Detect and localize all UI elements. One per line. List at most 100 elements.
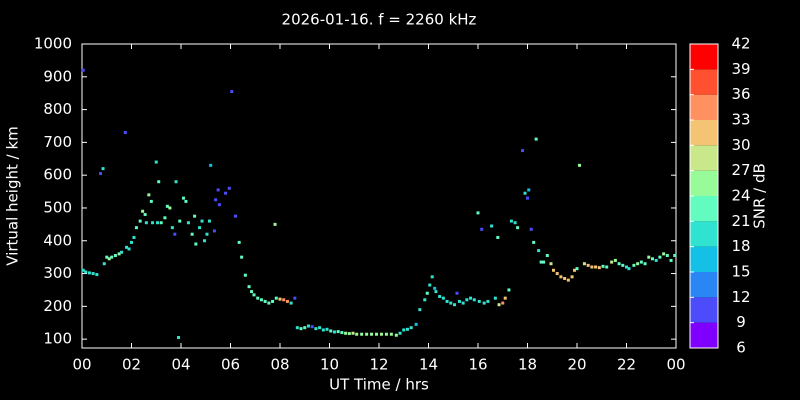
data-point (289, 301, 293, 305)
plot-frame (81, 43, 677, 349)
data-point (650, 257, 654, 261)
data-point (465, 298, 469, 302)
data-point (639, 260, 643, 264)
data-point (310, 325, 314, 329)
data-point (493, 296, 497, 300)
data-point (250, 290, 254, 294)
data-point (654, 258, 658, 262)
data-point (379, 332, 383, 336)
data-point (516, 226, 520, 230)
colorbar-band (690, 246, 718, 272)
data-point (669, 258, 673, 262)
data-point (263, 299, 267, 303)
data-point (190, 232, 194, 236)
data-point (643, 262, 647, 266)
data-point (438, 295, 442, 299)
data-point (496, 235, 500, 239)
data-point (143, 213, 147, 217)
data-point (321, 328, 325, 332)
data-point (173, 232, 177, 236)
y-tick-label: 900 (43, 67, 72, 85)
data-point (529, 227, 533, 231)
data-point (295, 326, 299, 330)
data-point (340, 331, 344, 335)
data-point (198, 226, 202, 230)
data-point (398, 331, 402, 335)
data-point (247, 285, 251, 289)
data-point (186, 221, 190, 225)
data-point (256, 296, 260, 300)
data-point (181, 196, 185, 200)
data-point (230, 90, 234, 94)
colorbar-tick-label: 27 (731, 161, 750, 179)
data-point (549, 262, 553, 266)
data-point (365, 332, 369, 336)
data-point (240, 255, 244, 259)
colorbar-tick-label: 24 (731, 187, 750, 205)
colorbar-tick-label: 21 (731, 212, 750, 230)
data-point (214, 198, 218, 202)
data-point (120, 250, 124, 254)
x-tick-label: 14 (419, 356, 438, 374)
data-point (170, 226, 174, 230)
data-point (469, 296, 473, 300)
data-point (336, 330, 340, 334)
data-point (534, 137, 538, 141)
data-point (306, 324, 310, 328)
x-tick-label: 04 (171, 356, 190, 374)
data-point (360, 332, 364, 336)
data-point (542, 260, 546, 264)
data-point (233, 214, 237, 218)
data-point (174, 180, 178, 184)
data-point (617, 262, 621, 266)
data-point (472, 298, 476, 302)
data-point (216, 188, 220, 192)
data-point (658, 255, 662, 259)
data-point (314, 327, 318, 331)
colorbar-tick-label: 6 (736, 339, 746, 357)
colorbar-tick-label: 42 (731, 35, 750, 53)
data-point (476, 211, 480, 215)
data-point (318, 326, 322, 330)
data-point (409, 326, 413, 330)
colorbar-band (690, 272, 718, 298)
data-point (445, 299, 449, 303)
data-point (178, 219, 182, 223)
data-point (123, 131, 127, 135)
data-point (138, 219, 142, 223)
data-point (224, 191, 228, 195)
data-point (110, 255, 114, 259)
colorbar-tick-label: 36 (731, 85, 750, 103)
data-point (457, 299, 461, 303)
data-point (497, 303, 501, 307)
data-point (477, 299, 481, 303)
data-point (405, 327, 409, 331)
y-tick-label: 800 (43, 100, 72, 118)
data-point (665, 254, 669, 258)
data-point (563, 276, 567, 280)
data-point (117, 252, 121, 256)
data-point (355, 332, 359, 336)
x-tick-label: 16 (468, 356, 487, 374)
data-point (132, 235, 136, 239)
data-point (299, 327, 303, 331)
colorbar-tick-label: 12 (731, 288, 750, 306)
data-point (601, 264, 605, 268)
x-axis-label: UT Time / hrs (329, 376, 429, 394)
x-tick-label: 10 (320, 356, 339, 374)
data-point (503, 296, 507, 300)
x-tick-label: 08 (270, 356, 289, 374)
data-point (526, 196, 529, 200)
data-point (452, 303, 456, 307)
data-point (285, 299, 289, 303)
x-tick-label: 18 (518, 356, 537, 374)
y-tick-label: 100 (43, 330, 72, 348)
x-tick-label: 22 (617, 356, 636, 374)
colorbar-band (690, 322, 718, 348)
data-point (177, 336, 181, 340)
data-point (621, 263, 625, 267)
data-point (107, 257, 111, 261)
x-tick-label: 12 (369, 356, 388, 374)
y-axis-label: Virtual height / km (4, 126, 22, 265)
data-point (486, 299, 490, 303)
